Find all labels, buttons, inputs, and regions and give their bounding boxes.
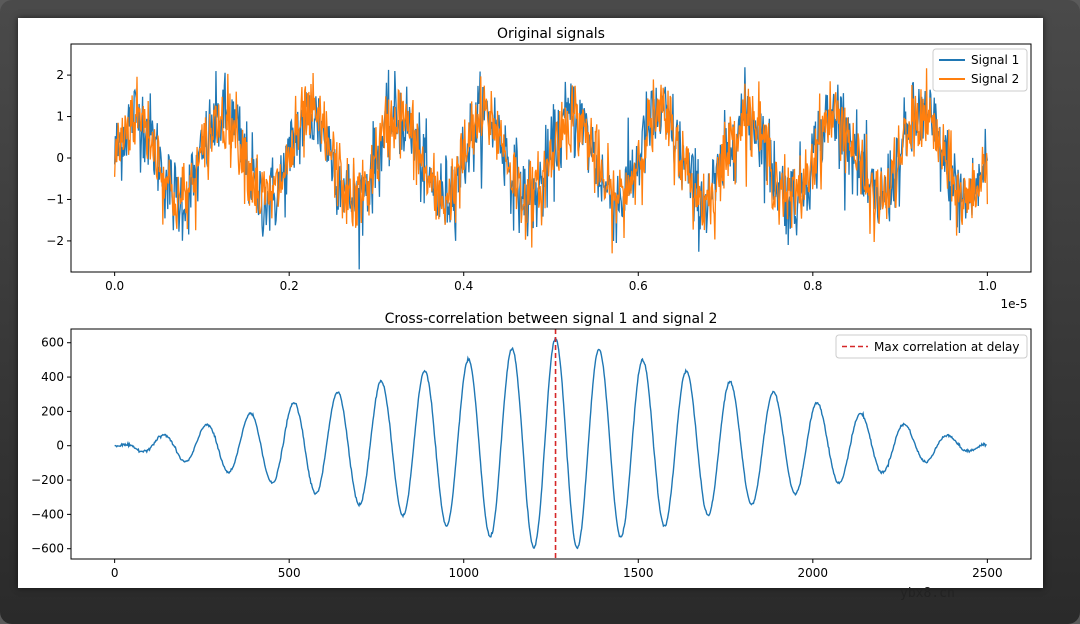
cross-correlation-x-ticks: 0 500 1000 1500 2000 2500	[111, 559, 1003, 580]
cross-correlation-line	[114, 337, 987, 550]
x-tick-label: 0.4	[454, 279, 473, 293]
cross-correlation-title: Cross-correlation between signal 1 and s…	[385, 311, 718, 327]
legend-box	[835, 334, 1028, 359]
x-tick-label: 1500	[623, 566, 654, 580]
watermark-text: ybx8.cn	[900, 586, 955, 601]
legend-signal2-label: Signal 2	[971, 72, 1019, 86]
y-tick-label: 2	[56, 68, 64, 82]
y-tick-label: −400	[31, 507, 64, 521]
cross-correlation-axes-frame	[70, 328, 1032, 560]
figure-canvas: Original signals 0.0 0.2 0.4 0.6 0.8 1.0 −2 −1…	[18, 18, 1043, 588]
legend-max-correlation-label: Max correlation at delay	[874, 340, 1020, 354]
cross-correlation-legend: Max correlation at delay	[835, 334, 1028, 359]
original-signals-y-ticks: −2 −1 0 1 2	[46, 68, 71, 248]
y-tick-label: −2	[46, 234, 64, 248]
x-tick-label: 0.6	[629, 279, 648, 293]
cross-correlation-chart: Cross-correlation between signal 1 and s…	[31, 311, 1032, 580]
legend-signal1-label: Signal 1	[971, 53, 1019, 67]
y-tick-label: 600	[41, 336, 64, 350]
y-tick-label: 0	[56, 151, 64, 165]
x-tick-label: 2000	[798, 566, 829, 580]
original-signals-title: Original signals	[497, 26, 605, 42]
cross-correlation-y-ticks: −600 −400 −200 0 200 400 600	[31, 336, 71, 556]
x-tick-label: 500	[278, 566, 301, 580]
y-tick-label: 0	[56, 439, 64, 453]
original-signals-x-ticks: 0.0 0.2 0.4 0.6 0.8 1.0	[105, 272, 997, 293]
original-signals-chart: Original signals 0.0 0.2 0.4 0.6 0.8 1.0 −2 −1…	[46, 26, 1032, 311]
y-tick-label: −600	[31, 542, 64, 556]
x-tick-label: 2500	[972, 566, 1003, 580]
original-signals-plot-area	[113, 67, 989, 270]
figure-svg: Original signals 0.0 0.2 0.4 0.6 0.8 1.0 −2 −1…	[31, 26, 1032, 580]
y-tick-label: 1	[56, 110, 64, 124]
cross-correlation-plot-area	[114, 329, 987, 559]
y-tick-label: 400	[41, 370, 64, 384]
y-tick-label: −200	[31, 473, 64, 487]
x-tick-label: 0.2	[280, 279, 299, 293]
original-signals-legend: Signal 1 Signal 2	[932, 48, 1028, 92]
x-tick-label: 0.8	[803, 279, 822, 293]
signal-1-line	[113, 67, 989, 270]
y-tick-label: 200	[41, 404, 64, 418]
x-scale-offset-text: 1e-5	[1001, 297, 1028, 311]
x-tick-label: 1000	[448, 566, 479, 580]
x-tick-label: 0.0	[105, 279, 124, 293]
y-tick-label: −1	[46, 192, 64, 206]
x-tick-label: 0	[111, 566, 119, 580]
x-tick-label: 1.0	[978, 279, 997, 293]
signal-2-line	[113, 68, 989, 254]
